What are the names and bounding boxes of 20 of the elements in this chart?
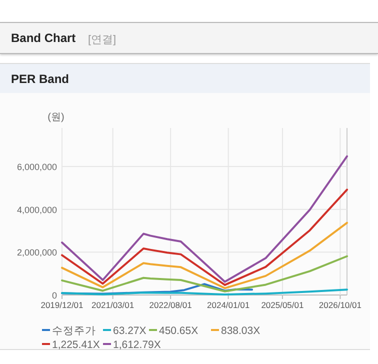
x-tick-label: 2019/12/01 (40, 300, 84, 310)
x-tick-label: 2022/08/01 (149, 300, 192, 310)
legend-label: 838.03X (221, 325, 260, 337)
legend-label: 63.27X (113, 325, 146, 337)
y-tick-label: 0 (52, 290, 57, 300)
x-tick-label: 2026/10/01 (318, 300, 362, 310)
legend-label: 450.65X (159, 325, 198, 337)
legend-label: 1,225.41X (52, 339, 100, 351)
y-axis-title: (원) (48, 112, 64, 123)
x-tick-label: 2024/01/01 (207, 300, 250, 310)
y-tick-label: 6,000,000 (16, 162, 57, 172)
chart-subtitle: PER Band (11, 72, 70, 86)
y-tick-label: 2,000,000 (16, 248, 57, 258)
x-tick-label: 2025/05/01 (261, 300, 304, 310)
text: [연결] (88, 33, 116, 47)
x-tick-label: 2021/03/01 (92, 300, 134, 310)
y-tick-label: 4,000,000 (16, 204, 57, 215)
legend-label: 수정주가 (52, 325, 96, 337)
legend-label: 1,612.79X (113, 339, 161, 351)
chart-title: Band Chart (11, 31, 76, 45)
